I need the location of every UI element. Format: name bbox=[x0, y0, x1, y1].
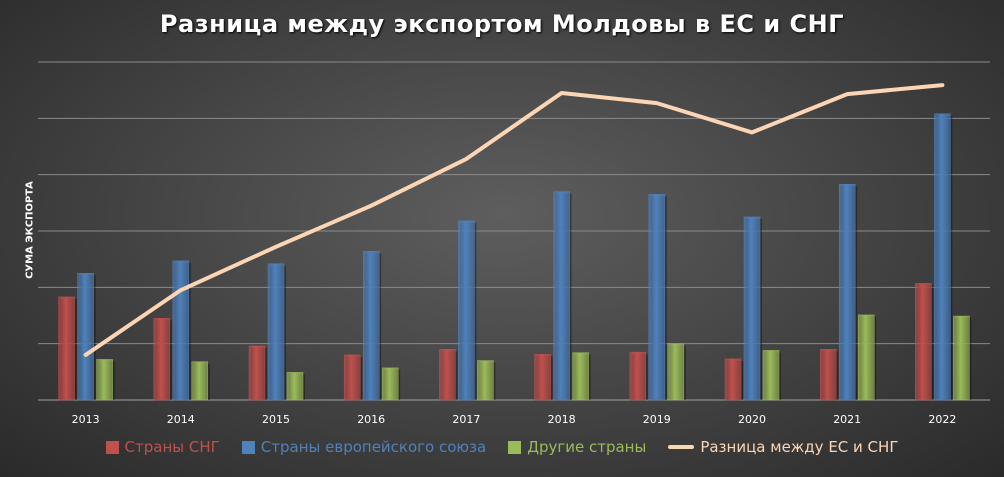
bar bbox=[96, 359, 113, 401]
bar bbox=[819, 349, 837, 401]
bar bbox=[762, 350, 780, 401]
bar bbox=[343, 354, 361, 401]
x-tick-label: 2013 bbox=[72, 413, 100, 426]
bar bbox=[58, 296, 75, 401]
series-line bbox=[83, 83, 945, 357]
x-tick-label: 2021 bbox=[833, 413, 861, 426]
x-tick-label: 2022 bbox=[928, 413, 956, 426]
bar bbox=[248, 345, 266, 401]
bar bbox=[153, 318, 171, 401]
legend-item: Страны СНГ bbox=[105, 438, 220, 456]
legend-swatch bbox=[241, 440, 255, 454]
bar bbox=[667, 343, 685, 401]
chart-title: Разница между экспортом Молдовы в ЕС и С… bbox=[159, 10, 845, 38]
bar bbox=[934, 113, 951, 401]
bar bbox=[286, 372, 304, 401]
bar bbox=[362, 251, 380, 401]
bar bbox=[953, 315, 970, 401]
bar bbox=[572, 352, 589, 401]
bar bbox=[77, 273, 94, 401]
legend-label: Разница между ЕС и СНГ bbox=[700, 438, 899, 456]
legend-label: Другие страны bbox=[527, 438, 647, 456]
x-tick-label: 2017 bbox=[452, 413, 480, 426]
legend-swatch bbox=[508, 440, 522, 454]
legend-item: Страны европейского союза bbox=[241, 438, 487, 456]
legend-label: Страны европейского союза bbox=[260, 438, 487, 456]
x-tick-label: 2016 bbox=[357, 413, 385, 426]
bar bbox=[629, 351, 647, 401]
bar bbox=[838, 183, 856, 401]
x-tick-label: 2019 bbox=[643, 413, 671, 426]
legend-label: Страны СНГ bbox=[124, 438, 220, 456]
bar bbox=[743, 216, 761, 401]
bar bbox=[172, 260, 190, 401]
bar bbox=[724, 358, 742, 401]
legend-swatch bbox=[105, 440, 119, 454]
bar bbox=[477, 360, 494, 401]
bar bbox=[458, 220, 475, 401]
bar bbox=[915, 283, 932, 401]
bar bbox=[534, 354, 551, 401]
x-tick-label: 2014 bbox=[167, 413, 195, 426]
legend-swatch bbox=[668, 445, 695, 449]
bar bbox=[381, 367, 399, 401]
bar bbox=[857, 314, 875, 401]
bar bbox=[191, 361, 209, 401]
x-tick-label: 2018 bbox=[548, 413, 576, 426]
bar bbox=[553, 191, 570, 401]
legend-item: Разница между ЕС и СНГ bbox=[668, 438, 898, 456]
x-tick-label: 2015 bbox=[262, 413, 290, 426]
bar bbox=[648, 194, 666, 401]
legend-item: Другие страны bbox=[508, 438, 646, 456]
bar bbox=[267, 263, 285, 401]
legend: Страны СНГ Страны европейского союза Други… bbox=[0, 438, 1004, 456]
bar bbox=[439, 349, 456, 401]
x-tick-label: 2020 bbox=[738, 413, 766, 426]
